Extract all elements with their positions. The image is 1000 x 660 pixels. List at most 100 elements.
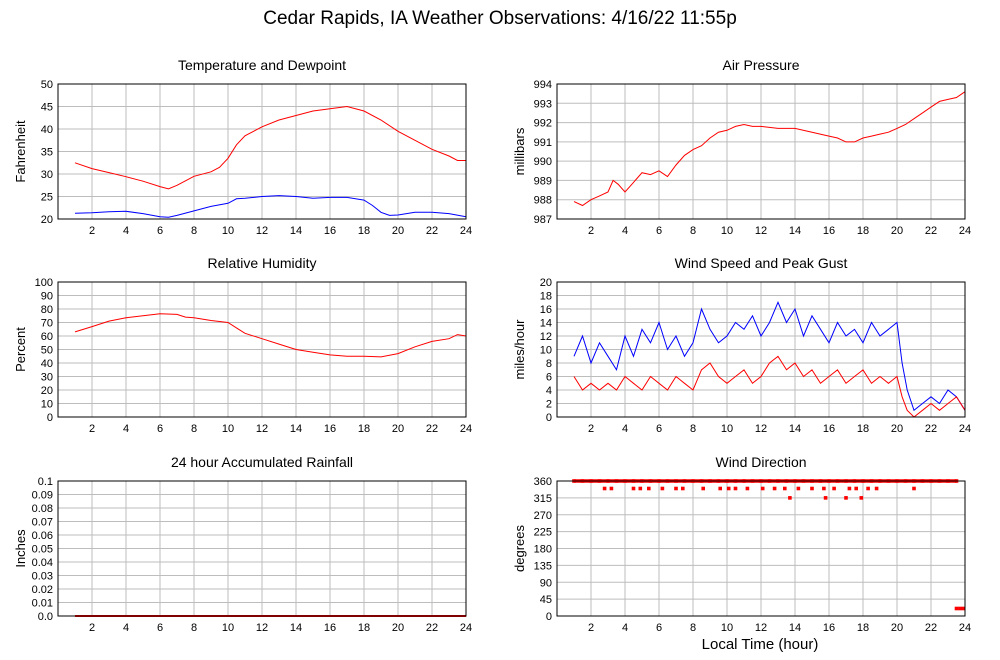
x-tick-label: 22 bbox=[925, 423, 937, 435]
x-tick-label: 16 bbox=[823, 225, 835, 237]
x-tick-label: 6 bbox=[157, 423, 163, 435]
data-point bbox=[631, 486, 636, 491]
x-tick-label: 6 bbox=[157, 225, 163, 237]
x-tick-label: 12 bbox=[755, 622, 767, 634]
y-tick-label: 270 bbox=[534, 510, 552, 522]
y-tick-label: 989 bbox=[534, 175, 552, 187]
x-tick-label: 14 bbox=[290, 225, 302, 237]
y-tick-label: 50 bbox=[41, 79, 53, 91]
data-point bbox=[866, 486, 870, 491]
y-tick-label: 315 bbox=[534, 493, 552, 505]
x-tick-label: 14 bbox=[290, 423, 302, 435]
y-tick-label: 10 bbox=[540, 345, 552, 357]
y-tick-label: 14 bbox=[540, 318, 552, 330]
x-tick-label: 4 bbox=[622, 622, 628, 634]
chart-title: Air Pressure bbox=[722, 57, 799, 73]
y-tick-label: 0.0 bbox=[38, 611, 53, 623]
chart-title: Wind Direction bbox=[715, 454, 806, 470]
x-tick-label: 24 bbox=[959, 622, 971, 634]
x-tick-label: 8 bbox=[690, 622, 696, 634]
y-tick-label: 225 bbox=[534, 527, 552, 539]
y-axis-label: Fahrenheit bbox=[13, 120, 28, 183]
x-tick-label: 22 bbox=[426, 225, 438, 237]
x-tick-label: 2 bbox=[588, 225, 594, 237]
y-tick-label: 0 bbox=[546, 412, 552, 424]
x-tick-label: 18 bbox=[358, 622, 370, 634]
y-tick-label: 994 bbox=[534, 79, 552, 91]
x-tick-label: 8 bbox=[690, 225, 696, 237]
y-tick-label: 16 bbox=[540, 304, 552, 316]
chart-press: 2 4 6 8 10 12 14 16 18 20 22 2498798898999099199299… bbox=[512, 57, 971, 237]
x-tick-label: 24 bbox=[460, 225, 472, 237]
data-point bbox=[733, 486, 738, 491]
y-tick-label: 35 bbox=[41, 147, 53, 159]
x-tick-label: 2 bbox=[89, 622, 95, 634]
x-tick-label: 18 bbox=[358, 423, 370, 435]
y-tick-label: 40 bbox=[41, 358, 53, 370]
x-tick-label: 6 bbox=[656, 622, 662, 634]
data-point bbox=[647, 486, 651, 491]
x-tick-label: 20 bbox=[891, 225, 903, 237]
chart-rain: 2 4 6 8 10 12 14 16 18 20 22 240.00.010.020.030.040… bbox=[13, 454, 472, 634]
x-tick-label: 22 bbox=[426, 423, 438, 435]
x-tick-label: 2 bbox=[89, 225, 95, 237]
y-tick-label: 12 bbox=[540, 331, 552, 343]
x-tick-label: 10 bbox=[721, 225, 733, 237]
x-tick-label: 12 bbox=[256, 225, 268, 237]
chart-title: Relative Humidity bbox=[208, 255, 317, 271]
x-tick-label: 8 bbox=[191, 622, 197, 634]
y-tick-label: 0 bbox=[546, 611, 552, 623]
x-tick-label: 16 bbox=[823, 423, 835, 435]
y-tick-label: 0.05 bbox=[32, 544, 53, 556]
x-tick-label: 20 bbox=[891, 622, 903, 634]
y-tick-label: 360 bbox=[534, 476, 552, 488]
data-point bbox=[796, 486, 801, 491]
data-point bbox=[954, 606, 959, 611]
y-axis-label: millibars bbox=[512, 127, 527, 175]
y-tick-label: 10 bbox=[41, 399, 53, 411]
y-tick-label: 4 bbox=[546, 385, 552, 397]
x-tick-label: 22 bbox=[426, 622, 438, 634]
x-tick-label: 22 bbox=[925, 225, 937, 237]
x-tick-label: 4 bbox=[123, 622, 129, 634]
x-tick-label: 4 bbox=[123, 225, 129, 237]
y-tick-label: 0.08 bbox=[32, 503, 53, 515]
y-tick-label: 90 bbox=[540, 577, 552, 589]
x-tick-label: 4 bbox=[622, 225, 628, 237]
y-tick-label: 0.1 bbox=[38, 476, 53, 488]
x-tick-label: 6 bbox=[656, 423, 662, 435]
y-tick-label: 20 bbox=[41, 385, 53, 397]
data-point bbox=[745, 486, 750, 491]
chart-dir: 2 4 6 8 10 12 14 16 18 20 22 2404590135180225270315… bbox=[512, 454, 971, 634]
page-title: Cedar Rapids, IA Weather Observations: 4… bbox=[263, 8, 737, 29]
y-tick-label: 0.04 bbox=[32, 557, 53, 569]
y-tick-label: 80 bbox=[41, 304, 53, 316]
data-point bbox=[674, 486, 678, 491]
x-tick-label: 14 bbox=[789, 622, 801, 634]
y-tick-label: 45 bbox=[41, 102, 53, 114]
y-tick-label: 0 bbox=[47, 412, 53, 424]
data-point bbox=[961, 606, 966, 611]
chart-rh: 2 4 6 8 10 12 14 16 18 20 22 2401020304050607080901… bbox=[13, 255, 472, 435]
data-point bbox=[823, 496, 828, 500]
y-tick-label: 992 bbox=[534, 118, 552, 130]
x-tick-label: 10 bbox=[222, 423, 234, 435]
data-point bbox=[783, 486, 787, 491]
plot-frame bbox=[57, 480, 467, 617]
data-point bbox=[832, 486, 836, 491]
chart-title: Temperature and Dewpoint bbox=[178, 57, 346, 73]
y-tick-label: 20 bbox=[540, 277, 552, 289]
data-point bbox=[701, 486, 705, 491]
x-tick-label: 14 bbox=[789, 225, 801, 237]
x-tick-label: 24 bbox=[959, 423, 971, 435]
data-point bbox=[859, 496, 864, 500]
x-tick-label: 22 bbox=[925, 622, 937, 634]
series-line-1 bbox=[573, 355, 966, 418]
y-axis-label: degrees bbox=[512, 525, 527, 572]
x-tick-label: 18 bbox=[857, 225, 869, 237]
chart-wind: 2 4 6 8 10 12 14 16 18 20 22 2402468101214161820Win… bbox=[512, 255, 971, 435]
data-point bbox=[609, 486, 614, 491]
data-point bbox=[854, 486, 858, 491]
x-tick-label: 20 bbox=[392, 423, 404, 435]
